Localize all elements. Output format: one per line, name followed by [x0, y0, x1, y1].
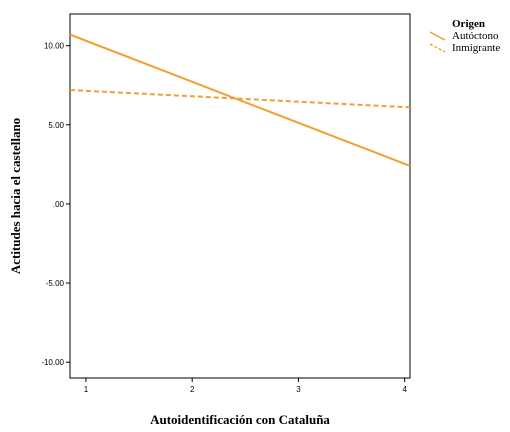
x-tick-label: 3 [296, 385, 301, 394]
legend-label: Inmigrante [452, 42, 500, 54]
legend-swatch [429, 43, 446, 53]
legend-title: Origen [452, 18, 485, 30]
x-axis: 1 2 3 4 [84, 378, 407, 394]
y-tick-label: .00 [53, 200, 65, 209]
series-line-inmigrante [69, 89, 411, 109]
x-tick-label: 4 [402, 385, 407, 394]
plot-frame [69, 13, 411, 379]
legend-swatch [429, 31, 446, 41]
x-axis-title: Autoidentificación con Cataluña [150, 412, 330, 427]
x-tick-label: 1 [84, 385, 89, 394]
y-axis-title: Actitudes hacia el castellano [8, 118, 23, 274]
y-tick-label: -10.00 [41, 358, 64, 367]
y-tick-label: -5.00 [46, 279, 65, 288]
y-tick-label: 5.00 [48, 121, 64, 130]
y-tick-label: 10.00 [44, 42, 65, 51]
series-line-autoctono [69, 33, 411, 167]
x-tick-label: 2 [190, 385, 195, 394]
legend-label: Autóctono [452, 30, 499, 42]
series-layer [69, 33, 411, 167]
y-axis: 10.00 5.00 .00 -5.00 -10.00 [41, 42, 70, 367]
